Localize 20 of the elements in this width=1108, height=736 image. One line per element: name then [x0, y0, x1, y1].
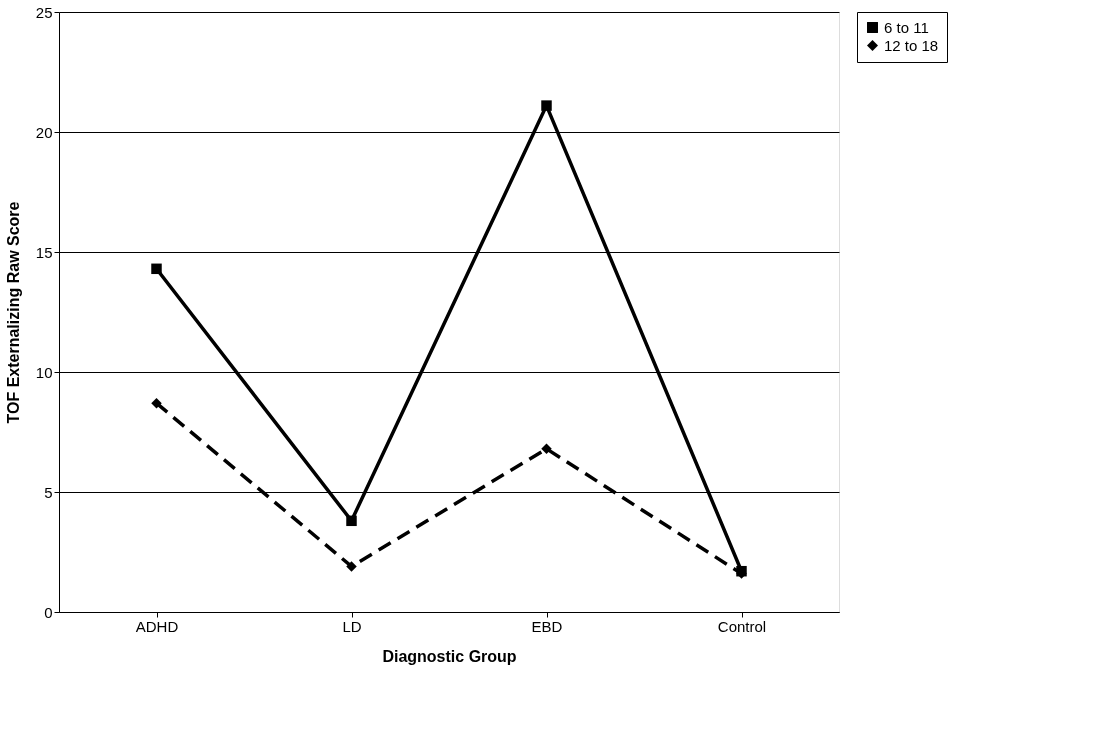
y-tick-label: 20 [35, 123, 53, 141]
y-tick-label: 25 [35, 3, 53, 21]
point [541, 443, 552, 455]
y-tick-label: 10 [35, 363, 53, 381]
x-axis-title: Diagnostic Group [382, 647, 517, 665]
x-tick-label: Control [717, 617, 767, 635]
y-axis-title: TOF Externalizing Raw Score [4, 201, 22, 424]
point [346, 561, 357, 572]
y-tick-label: 5 [44, 483, 53, 501]
x-tick-label: LD [342, 617, 362, 635]
point [541, 100, 552, 111]
legend-label: 6 to 11 [884, 18, 929, 36]
point [151, 263, 162, 275]
y-tick-label: 0 [44, 603, 53, 621]
x-tick-label: EBD [531, 617, 563, 635]
y-tick-label: 15 [35, 243, 53, 261]
point [346, 515, 357, 527]
x-tick-label: ADHD [135, 617, 179, 635]
point [151, 397, 162, 409]
legend-label: 12 to 18 [884, 36, 939, 54]
